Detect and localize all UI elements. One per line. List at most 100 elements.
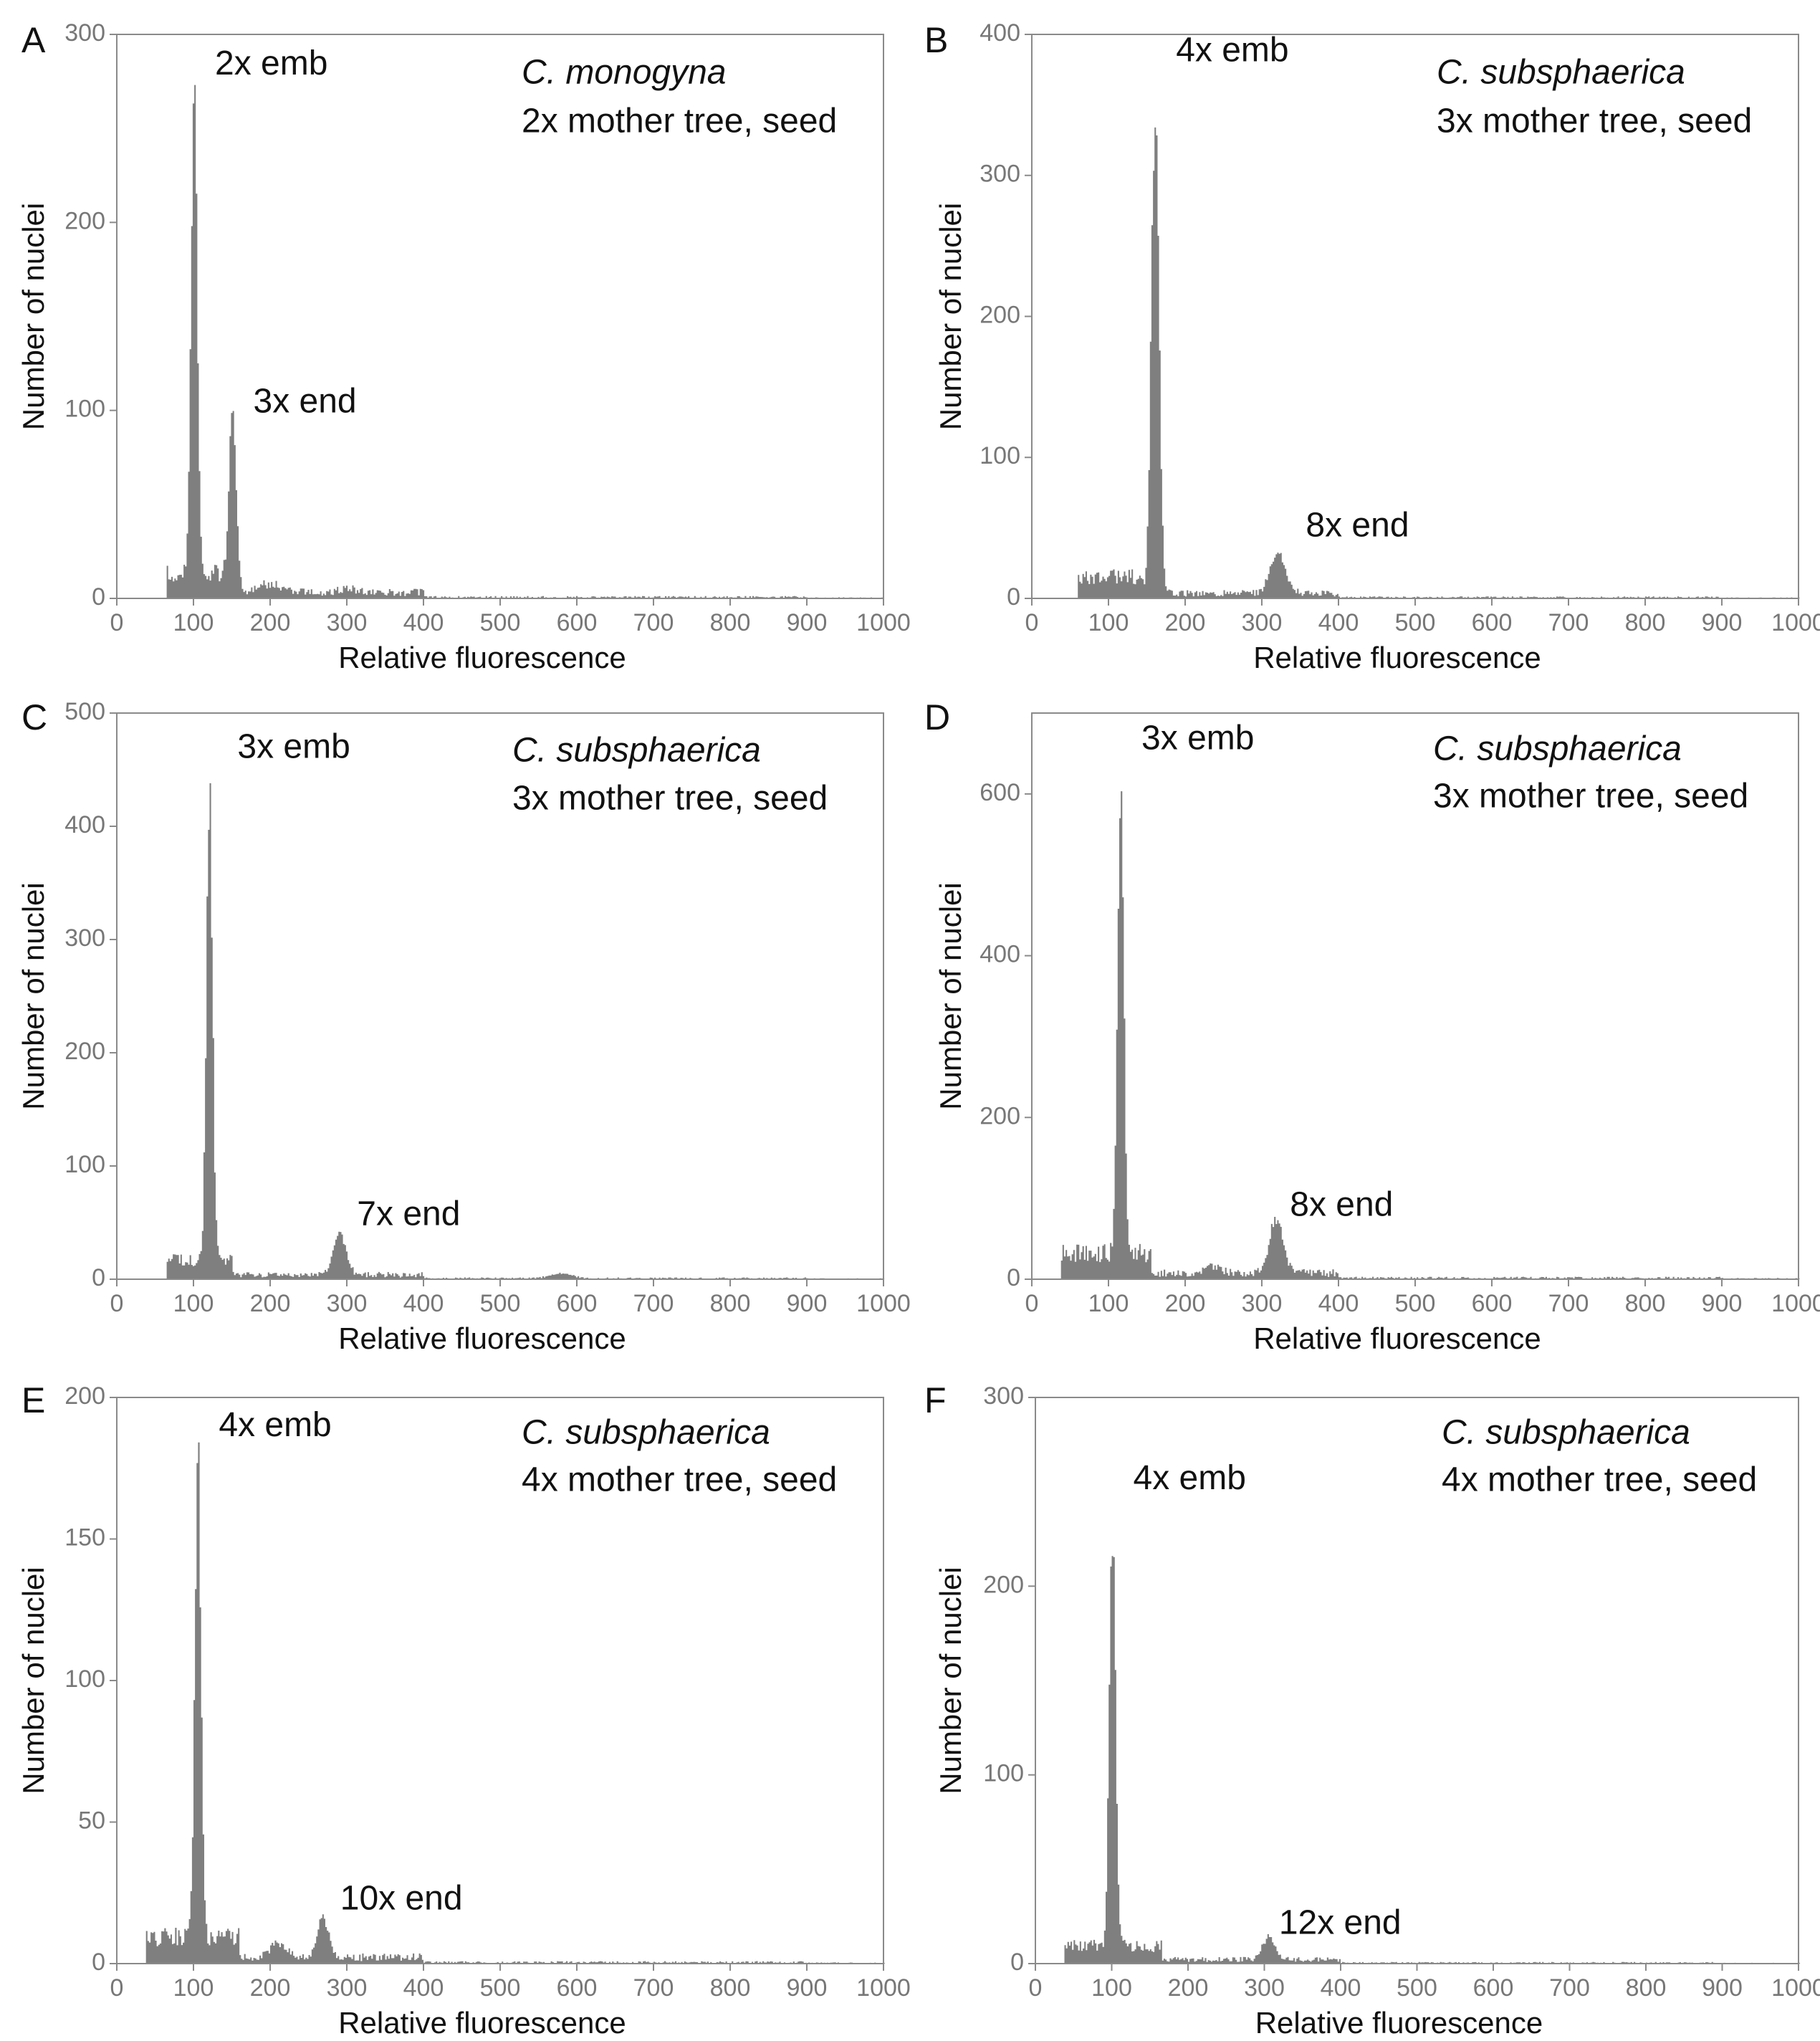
panel-letter: A xyxy=(21,20,46,60)
x-tick-label: 400 xyxy=(403,1974,444,2002)
panel-a: A 0 100 200 300 0 100 200 300 400 500 600 700 800 900 1… xyxy=(16,19,911,674)
x-tick-label: 0 xyxy=(1025,609,1039,636)
panel-b: B 0 100 200 300 400 0 100 200 300 400 500 600 700 800 9… xyxy=(924,19,1820,674)
y-axis-label: Number of nuclei xyxy=(16,882,50,1109)
y-axis-label: Number of nuclei xyxy=(934,882,967,1109)
y-tick-label: 400 xyxy=(980,941,1020,968)
sample-description: 3x mother tree, seed xyxy=(512,780,828,818)
x-tick-label: 1000 xyxy=(1771,1974,1820,2002)
x-tick-label: 1000 xyxy=(856,609,911,636)
x-tick-label: 700 xyxy=(633,1290,674,1317)
y-axis-label: Number of nuclei xyxy=(934,203,967,430)
peak-label: 2x emb xyxy=(215,44,327,82)
x-tick-label: 900 xyxy=(787,609,828,636)
histogram-bars xyxy=(166,783,885,1279)
x-tick-label: 900 xyxy=(787,1290,828,1317)
x-tick-label: 500 xyxy=(480,1290,521,1317)
y-tick-label: 400 xyxy=(980,19,1020,47)
y-axis-label: Number of nuclei xyxy=(16,203,50,430)
peak-label: 7x end xyxy=(357,1195,460,1233)
x-tick-label: 100 xyxy=(1088,609,1129,636)
x-tick-label: 200 xyxy=(1165,609,1206,636)
x-tick-label: 900 xyxy=(1702,1974,1743,2002)
peak-label: 4x emb xyxy=(1176,32,1288,70)
y-tick-label: 0 xyxy=(92,1949,105,1976)
panel-d: D 0 200 400 600 0 100 200 300 400 500 600 700 800 900 1… xyxy=(924,697,1820,1355)
panel-f: F 0 100 200 300 0 100 200 300 400 500 600 700 800 900 1… xyxy=(924,1380,1820,2040)
x-tick-label: 200 xyxy=(1165,1290,1206,1317)
x-tick-label: 700 xyxy=(633,609,674,636)
peak-label: 8x end xyxy=(1290,1185,1393,1223)
y-tick-label: 200 xyxy=(983,1571,1024,1598)
y-tick-label: 100 xyxy=(64,396,105,423)
x-tick-label: 1000 xyxy=(856,1290,911,1317)
peak-label: 4x emb xyxy=(1134,1459,1246,1497)
sample-description: 4x mother tree, seed xyxy=(522,1461,837,1499)
x-tick-label: 600 xyxy=(557,1290,598,1317)
x-tick-label: 300 xyxy=(1242,1290,1283,1317)
y-tick-label: 200 xyxy=(980,1102,1020,1129)
x-tick-label: 300 xyxy=(327,1290,368,1317)
peak-label: 3x emb xyxy=(1141,719,1254,757)
x-tick-label: 400 xyxy=(403,1290,444,1317)
y-tick-label: 200 xyxy=(64,1382,105,1410)
y-tick-label: 100 xyxy=(64,1151,105,1178)
x-tick-label: 300 xyxy=(1242,609,1283,636)
x-axis-label: Relative fluorescence xyxy=(1253,641,1541,674)
x-tick-label: 900 xyxy=(1702,609,1743,636)
panel-letter: F xyxy=(924,1380,947,1420)
x-tick-label: 700 xyxy=(1549,1974,1590,2002)
histogram-bars xyxy=(1078,127,1801,598)
x-tick-label: 1000 xyxy=(1771,1290,1820,1317)
x-axis-label: Relative fluorescence xyxy=(338,641,626,674)
y-tick-label: 100 xyxy=(983,1760,1024,1787)
x-tick-label: 0 xyxy=(110,1974,124,2002)
y-axis-label: Number of nuclei xyxy=(16,1567,50,1794)
y-tick-label: 100 xyxy=(980,442,1020,469)
x-tick-label: 500 xyxy=(1397,1974,1437,2002)
x-tick-label: 100 xyxy=(173,1974,214,2002)
x-tick-label: 800 xyxy=(710,609,751,636)
species-label: C. subsphaerica xyxy=(1433,730,1682,768)
panel-c: C 0 100 200 300 400 500 0 100 200 300 400 500 600 700 8… xyxy=(16,697,911,1355)
y-tick-label: 300 xyxy=(980,161,1020,188)
y-tick-label: 300 xyxy=(983,1382,1024,1410)
y-tick-label: 100 xyxy=(64,1665,105,1693)
x-tick-label: 1000 xyxy=(856,1974,911,2002)
x-tick-label: 0 xyxy=(110,609,124,636)
x-tick-label: 200 xyxy=(250,1974,291,2002)
panel-letter: C xyxy=(21,697,47,737)
x-tick-label: 100 xyxy=(1088,1290,1129,1317)
x-tick-label: 300 xyxy=(327,1974,368,2002)
peak-label: 4x emb xyxy=(219,1406,331,1444)
x-tick-label: 0 xyxy=(1025,1290,1039,1317)
y-tick-label: 200 xyxy=(64,1038,105,1065)
x-tick-label: 500 xyxy=(1395,609,1436,636)
y-tick-label: 500 xyxy=(64,698,105,725)
sample-description: 3x mother tree, seed xyxy=(1437,102,1752,140)
y-axis-label: Number of nuclei xyxy=(934,1567,967,1794)
peak-label: 10x end xyxy=(340,1879,463,1917)
x-tick-label: 600 xyxy=(557,1974,598,2002)
x-tick-label: 400 xyxy=(1318,1290,1359,1317)
histogram-bars xyxy=(1060,791,1801,1279)
histogram-bars xyxy=(1064,1556,1801,1964)
x-tick-label: 600 xyxy=(1472,609,1513,636)
y-tick-label: 200 xyxy=(980,301,1020,328)
x-tick-label: 600 xyxy=(1473,1974,1514,2002)
x-tick-label: 700 xyxy=(1548,1290,1589,1317)
x-tick-label: 100 xyxy=(173,609,214,636)
x-tick-label: 800 xyxy=(710,1290,751,1317)
y-tick-label: 300 xyxy=(64,19,105,47)
species-label: C. monogyna xyxy=(522,54,727,92)
y-tick-label: 400 xyxy=(64,811,105,838)
x-tick-label: 400 xyxy=(1321,1974,1361,2002)
x-tick-label: 300 xyxy=(1244,1974,1285,2002)
y-tick-label: 50 xyxy=(78,1807,105,1834)
y-tick-label: 0 xyxy=(92,583,105,611)
sample-description: 4x mother tree, seed xyxy=(1442,1461,1757,1499)
x-tick-label: 400 xyxy=(403,609,444,636)
sample-description: 3x mother tree, seed xyxy=(1433,778,1748,816)
x-tick-label: 900 xyxy=(787,1974,828,2002)
